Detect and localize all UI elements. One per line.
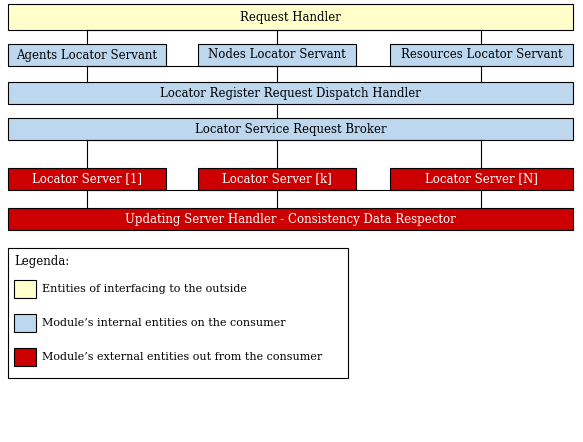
Text: Legenda:: Legenda:: [14, 255, 69, 268]
Text: Agents Locator Servant: Agents Locator Servant: [16, 49, 157, 61]
FancyBboxPatch shape: [8, 4, 573, 30]
FancyBboxPatch shape: [390, 44, 573, 66]
FancyBboxPatch shape: [8, 44, 166, 66]
Text: Nodes Locator Servant: Nodes Locator Servant: [208, 49, 346, 61]
FancyBboxPatch shape: [14, 280, 36, 298]
FancyBboxPatch shape: [8, 208, 573, 230]
Text: Updating Server Handler - Consistency Data Respector: Updating Server Handler - Consistency Da…: [125, 213, 456, 225]
Text: Locator Service Request Broker: Locator Service Request Broker: [195, 122, 387, 136]
Text: Locator Server [k]: Locator Server [k]: [222, 172, 332, 186]
Text: Entities of interfacing to the outside: Entities of interfacing to the outside: [42, 284, 247, 294]
FancyBboxPatch shape: [390, 168, 573, 190]
FancyBboxPatch shape: [8, 168, 166, 190]
FancyBboxPatch shape: [14, 348, 36, 366]
FancyBboxPatch shape: [14, 314, 36, 332]
FancyBboxPatch shape: [198, 168, 356, 190]
Text: Module’s internal entities on the consumer: Module’s internal entities on the consum…: [42, 318, 286, 328]
FancyBboxPatch shape: [8, 248, 348, 378]
Text: Locator Register Request Dispatch Handler: Locator Register Request Dispatch Handle…: [160, 87, 421, 99]
FancyBboxPatch shape: [198, 44, 356, 66]
FancyBboxPatch shape: [8, 118, 573, 140]
Text: Locator Server [1]: Locator Server [1]: [32, 172, 142, 186]
Text: Locator Server [N]: Locator Server [N]: [425, 172, 538, 186]
Text: Module’s external entities out from the consumer: Module’s external entities out from the …: [42, 352, 322, 362]
FancyBboxPatch shape: [8, 82, 573, 104]
Text: Request Handler: Request Handler: [240, 11, 341, 23]
Text: Resources Locator Servant: Resources Locator Servant: [401, 49, 563, 61]
